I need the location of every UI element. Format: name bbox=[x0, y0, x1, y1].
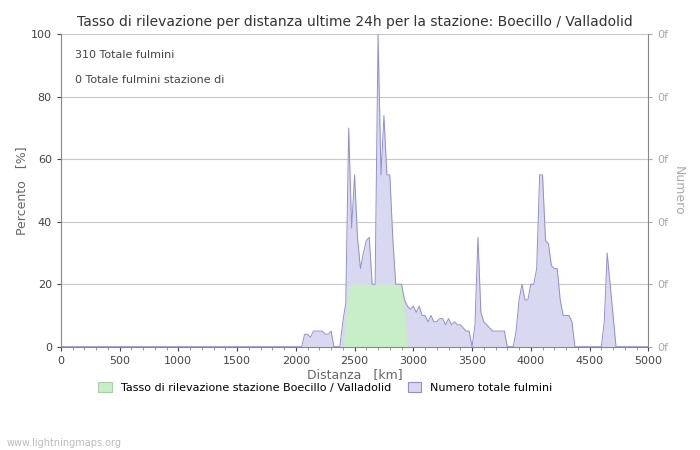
Y-axis label: Percento   [%]: Percento [%] bbox=[15, 146, 28, 235]
Text: www.lightningmaps.org: www.lightningmaps.org bbox=[7, 438, 122, 448]
Text: 0 Totale fulmini stazione di: 0 Totale fulmini stazione di bbox=[76, 75, 225, 85]
Title: Tasso di rilevazione per distanza ultime 24h per la stazione: Boecillo / Vallado: Tasso di rilevazione per distanza ultime… bbox=[77, 15, 632, 29]
Y-axis label: Numero: Numero bbox=[672, 166, 685, 215]
X-axis label: Distanza   [km]: Distanza [km] bbox=[307, 369, 402, 382]
Legend: Tasso di rilevazione stazione Boecillo / Valladolid, Numero totale fulmini: Tasso di rilevazione stazione Boecillo /… bbox=[94, 378, 556, 397]
Text: 310 Totale fulmini: 310 Totale fulmini bbox=[76, 50, 175, 60]
